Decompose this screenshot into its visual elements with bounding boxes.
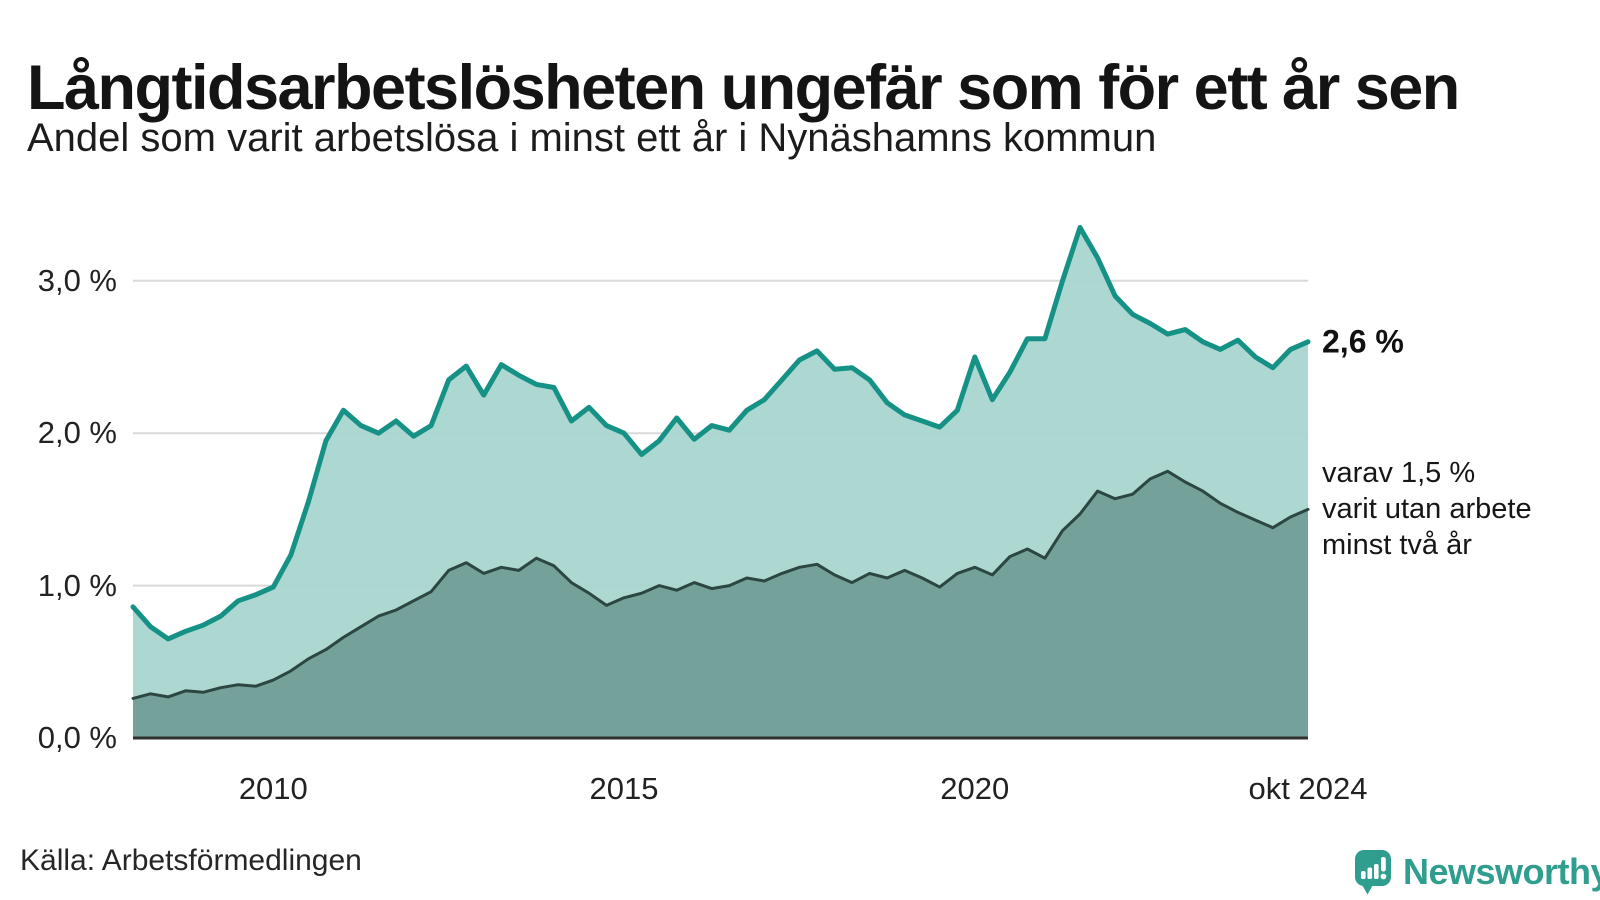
y-axis-tick-label: 2,0 % <box>37 415 117 451</box>
newsworthy-logo-text: Newsworthy <box>1403 851 1600 892</box>
two-year-annotation: varav 1,5 % varit utan arbete minst två … <box>1322 455 1532 563</box>
source-note: Källa: Arbetsförmedlingen <box>20 844 362 877</box>
y-axis-tick-label: 1,0 % <box>37 567 117 603</box>
newsworthy-logo: Newsworthy <box>1354 849 1600 895</box>
two-year-annotation-line: minst två år <box>1322 529 1472 562</box>
x-axis-tick-label: 2020 <box>940 771 1010 806</box>
x-axis-tick-label: okt 2024 <box>1248 771 1368 806</box>
newsworthy-logo-icon <box>1355 850 1391 895</box>
latest-value-annotation: 2,6 % <box>1322 323 1404 360</box>
line-total-one-year <box>130 225 1311 642</box>
x-axis-tick-label: 2015 <box>589 771 659 806</box>
y-axis-tick-label: 3,0 % <box>37 262 117 298</box>
two-year-annotation-line: varav 1,5 % <box>1322 457 1476 490</box>
area-two-years <box>133 471 1308 738</box>
y-axis-tick-label: 0,0 % <box>37 720 117 755</box>
chart-subtitle: Andel som varit arbetslösa i minst ett å… <box>27 116 1157 160</box>
x-axis-tick-label: 2010 <box>238 771 308 806</box>
line-two-years <box>131 469 1310 700</box>
chart-title: Långtidsarbetslösheten ungefär som för e… <box>27 53 1460 124</box>
two-year-annotation-line: varit utan arbete <box>1322 493 1532 526</box>
